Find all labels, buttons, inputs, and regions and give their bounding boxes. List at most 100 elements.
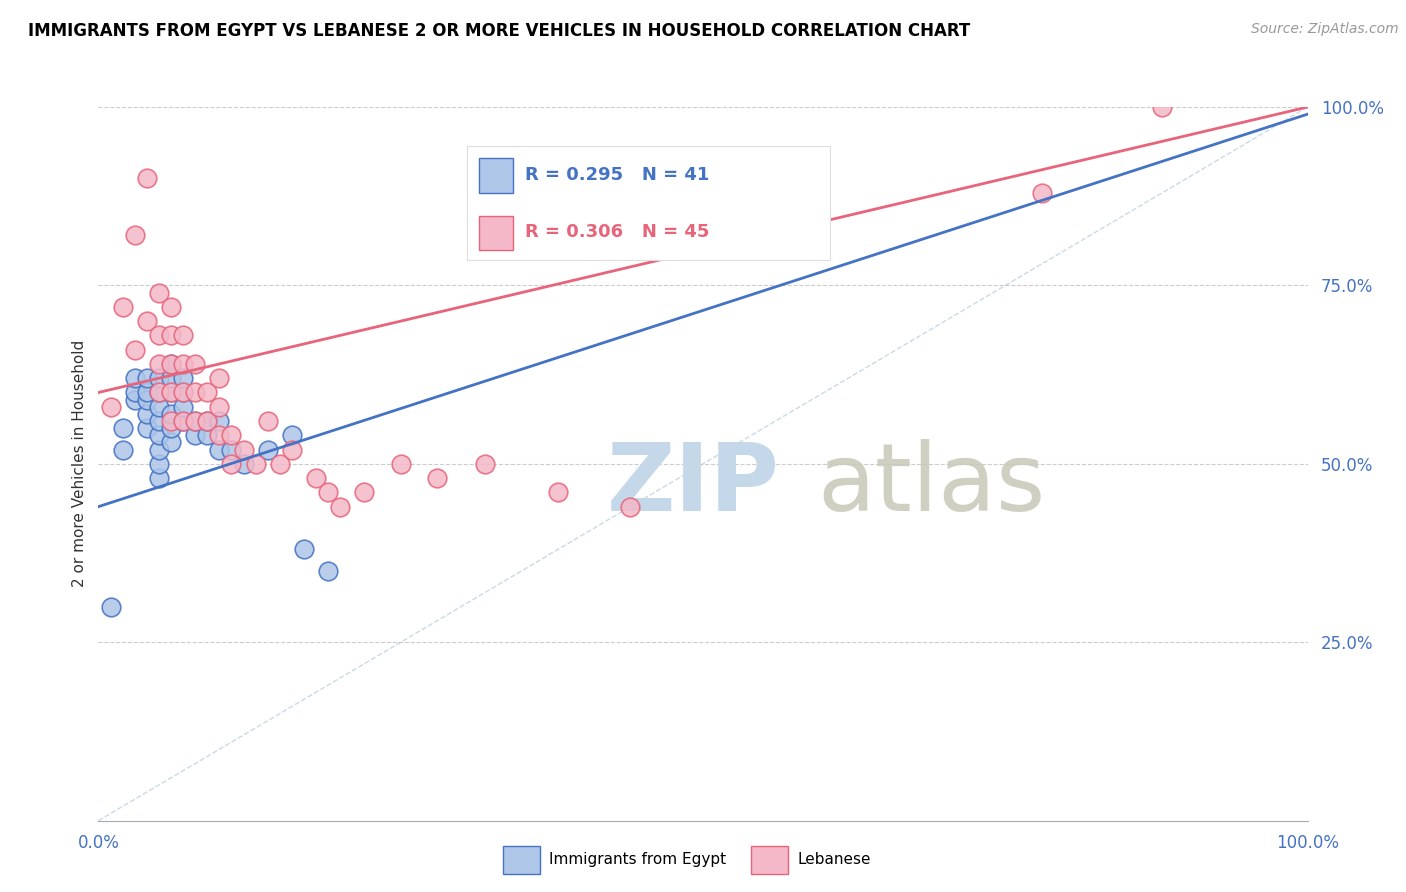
Point [172, 414, 194, 428]
Point [111, 421, 134, 435]
Point [172, 385, 194, 400]
Point [329, 500, 352, 514]
Text: Lebanese: Lebanese [797, 853, 870, 867]
Point [135, 392, 157, 407]
Point [160, 421, 183, 435]
Point [426, 471, 449, 485]
Point [184, 385, 207, 400]
Point [160, 357, 183, 371]
Point [111, 442, 134, 457]
Point [172, 385, 194, 400]
Point [124, 371, 146, 385]
Point [316, 564, 339, 578]
Point [135, 385, 157, 400]
Point [221, 457, 243, 471]
Point [208, 400, 231, 414]
FancyBboxPatch shape [479, 216, 513, 250]
Point [195, 414, 218, 428]
FancyBboxPatch shape [479, 159, 513, 193]
Point [316, 485, 339, 500]
Point [221, 428, 243, 442]
Point [135, 421, 157, 435]
Point [135, 371, 157, 385]
Point [281, 442, 304, 457]
Text: IMMIGRANTS FROM EGYPT VS LEBANESE 2 OR MORE VEHICLES IN HOUSEHOLD CORRELATION CH: IMMIGRANTS FROM EGYPT VS LEBANESE 2 OR M… [28, 22, 970, 40]
Point [619, 500, 641, 514]
Point [1031, 186, 1053, 200]
Point [124, 228, 146, 243]
Point [148, 357, 170, 371]
Text: atlas: atlas [818, 439, 1046, 532]
FancyBboxPatch shape [751, 846, 787, 874]
Point [111, 300, 134, 314]
Point [269, 457, 291, 471]
Point [100, 599, 122, 614]
Point [195, 414, 218, 428]
Point [148, 385, 170, 400]
Point [172, 414, 194, 428]
Point [184, 414, 207, 428]
Y-axis label: 2 or more Vehicles in Household: 2 or more Vehicles in Household [72, 340, 87, 588]
Text: Immigrants from Egypt: Immigrants from Egypt [550, 853, 727, 867]
Point [208, 442, 231, 457]
Text: R = 0.295   N = 41: R = 0.295 N = 41 [526, 166, 710, 184]
Point [547, 485, 569, 500]
Point [256, 414, 278, 428]
Point [305, 471, 328, 485]
Point [208, 414, 231, 428]
Point [160, 407, 183, 421]
Point [292, 542, 315, 557]
Point [148, 442, 170, 457]
Point [172, 371, 194, 385]
Point [281, 428, 304, 442]
Point [1152, 100, 1174, 114]
FancyBboxPatch shape [467, 146, 830, 260]
Point [124, 392, 146, 407]
Point [100, 400, 122, 414]
Point [148, 385, 170, 400]
Point [221, 442, 243, 457]
Point [245, 457, 267, 471]
Point [160, 385, 183, 400]
Point [172, 400, 194, 414]
Point [160, 371, 183, 385]
Point [208, 371, 231, 385]
FancyBboxPatch shape [503, 846, 540, 874]
Point [124, 385, 146, 400]
Point [184, 414, 207, 428]
Point [148, 285, 170, 300]
Point [148, 457, 170, 471]
Point [208, 428, 231, 442]
Point [135, 314, 157, 328]
Point [160, 300, 183, 314]
Point [148, 414, 170, 428]
Point [148, 371, 170, 385]
Point [160, 357, 183, 371]
Text: R = 0.306   N = 45: R = 0.306 N = 45 [526, 223, 710, 241]
Text: ZIP: ZIP [606, 439, 779, 532]
Point [195, 428, 218, 442]
Point [474, 457, 496, 471]
Point [148, 471, 170, 485]
Point [160, 435, 183, 450]
Point [256, 442, 278, 457]
Point [353, 485, 375, 500]
Point [160, 328, 183, 343]
Point [172, 357, 194, 371]
Text: Source: ZipAtlas.com: Source: ZipAtlas.com [1251, 22, 1399, 37]
Point [184, 357, 207, 371]
Point [184, 428, 207, 442]
Point [124, 343, 146, 357]
Point [232, 457, 254, 471]
Point [160, 385, 183, 400]
Point [195, 385, 218, 400]
Point [148, 328, 170, 343]
Point [135, 407, 157, 421]
Point [389, 457, 412, 471]
Point [160, 414, 183, 428]
Point [148, 428, 170, 442]
Point [148, 400, 170, 414]
Point [172, 328, 194, 343]
Point [135, 171, 157, 186]
Point [232, 442, 254, 457]
